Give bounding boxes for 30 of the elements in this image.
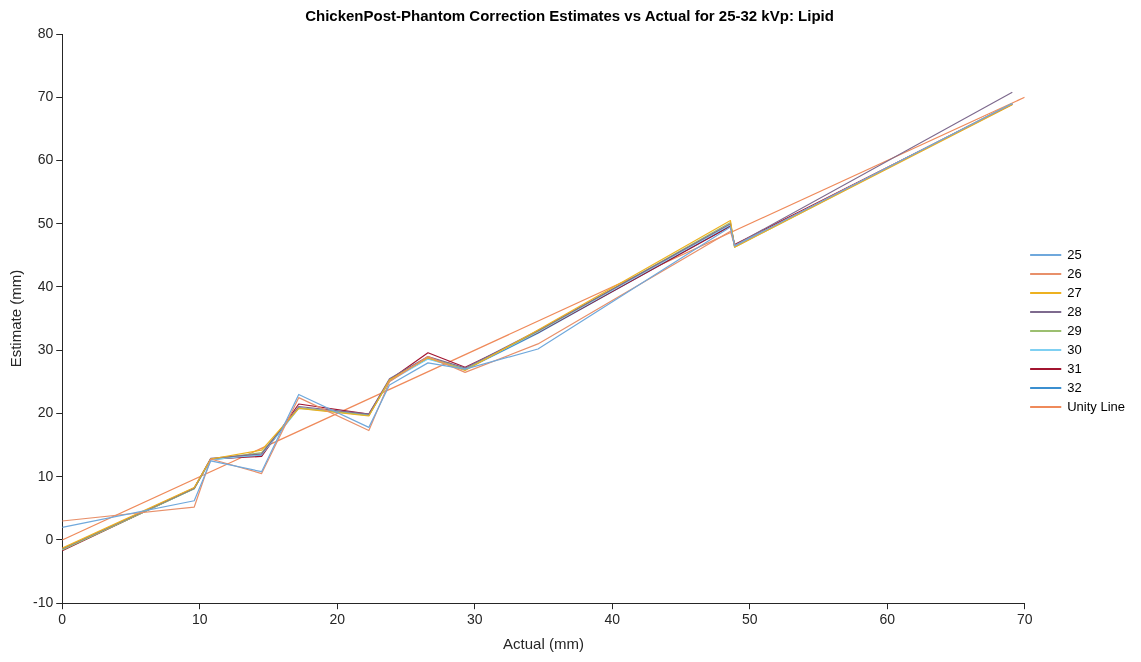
y-tick-label: 60 <box>37 151 54 168</box>
x-tick-label: 10 <box>191 611 208 628</box>
y-tick-label: 30 <box>37 341 54 358</box>
x-tick-label: 30 <box>466 611 483 628</box>
legend-label: 25 <box>1067 246 1082 262</box>
x-tick-label: 50 <box>741 611 758 628</box>
legend-label: Unity Line <box>1067 398 1125 414</box>
y-tick-label: -10 <box>33 594 54 611</box>
chart-title: ChickenPost-Phantom Correction Estimates vs Actual for 25-32 kVp: Lipid <box>305 7 834 25</box>
y-tick-label: 10 <box>37 467 54 484</box>
legend-label: 30 <box>1067 341 1082 357</box>
x-tick-label: 40 <box>604 611 621 628</box>
x-tick-label: 70 <box>1016 611 1033 628</box>
y-tick-label: 50 <box>37 214 54 231</box>
y-tick-label: 70 <box>37 88 54 105</box>
x-axis-title: Actual (mm) <box>503 635 584 653</box>
legend-label: 31 <box>1067 360 1082 376</box>
x-tick-label: 0 <box>58 611 67 628</box>
legend-label: 27 <box>1067 284 1082 300</box>
y-tick-label: 20 <box>37 404 54 421</box>
x-tick-label: 20 <box>329 611 346 628</box>
legend-label: 26 <box>1067 265 1082 281</box>
legend-label: 32 <box>1067 379 1082 395</box>
y-tick-label: 0 <box>45 530 54 547</box>
y-tick-label: 40 <box>37 277 54 294</box>
y-axis-title: Estimate (mm) <box>7 269 25 368</box>
legend-label: 28 <box>1067 303 1082 319</box>
legend-label: 29 <box>1067 322 1082 338</box>
y-tick-label: 80 <box>37 24 54 41</box>
x-tick-label: 60 <box>879 611 896 628</box>
